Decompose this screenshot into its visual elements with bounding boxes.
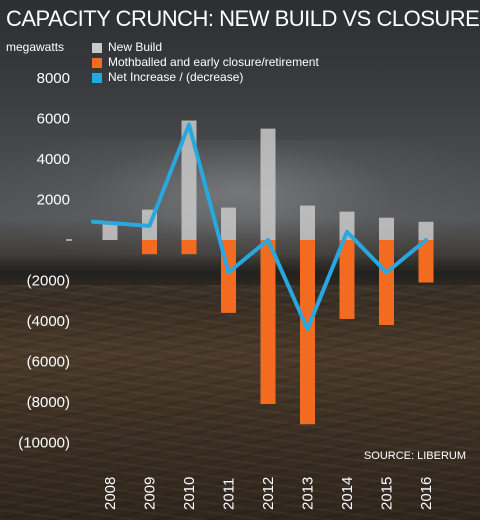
x-tick-label: 2012 [260, 477, 277, 510]
bar-new-build [260, 128, 276, 240]
bar-new-build [102, 221, 118, 240]
y-tick-label: 6000 [37, 111, 70, 128]
bar-closure [379, 240, 394, 326]
legend-label-net: Net Increase / (decrease) [108, 70, 244, 84]
bar-closure [418, 240, 434, 283]
x-tick-label: 2009 [142, 477, 159, 510]
y-tick-label: (2000) [27, 273, 70, 290]
net-increase-line [91, 122, 428, 332]
legend-swatch-net [92, 72, 102, 83]
legend-item-closures: Mothballed and early closure/retirement [92, 55, 319, 70]
x-tick-label: 2013 [300, 477, 317, 510]
x-tick-label: 2010 [181, 477, 198, 510]
bar-new-build [300, 205, 315, 240]
bar-new-build [181, 120, 197, 240]
legend-item-new-build: New Build [92, 40, 319, 55]
y-tick-label: 4000 [37, 151, 70, 168]
legend-swatch-new-build [92, 42, 102, 53]
chart-title: CAPACITY CRUNCH: NEW BUILD VS CLOSURES [6, 6, 480, 31]
bar-closure [300, 240, 315, 425]
bar-closure [142, 240, 157, 255]
x-tick-label: 2011 [221, 478, 238, 510]
background-sky [0, 140, 480, 270]
bar-closure [260, 240, 276, 405]
legend-label-closures: Mothballed and early closure/retirement [108, 55, 319, 69]
x-tick-label: 2015 [379, 477, 396, 510]
y-tick-label: 8000 [37, 70, 70, 87]
bar-closure [339, 240, 355, 319]
x-tick-label: 2016 [418, 477, 435, 510]
legend-item-net: Net Increase / (decrease) [92, 70, 319, 85]
y-axis-unit-label: megawatts [6, 40, 65, 54]
source-note: SOURCE: LIBERUM [363, 450, 466, 462]
background-ground [0, 285, 480, 520]
legend: New Build Mothballed and early closure/r… [92, 40, 319, 85]
legend-label-new-build: New Build [108, 40, 163, 54]
x-tick-label: 2014 [339, 477, 356, 510]
bar-closure [181, 240, 197, 255]
legend-swatch-closures [92, 57, 102, 68]
y-tick-label: 2000 [37, 192, 70, 209]
bar-new-build [221, 207, 236, 240]
y-tick-label: (8000) [27, 394, 70, 411]
y-tick-label: (10000) [18, 435, 70, 452]
bar-new-build [418, 221, 434, 240]
bar-new-build [379, 217, 394, 240]
y-tick-label: (4000) [27, 313, 70, 330]
y-tick-label: (6000) [27, 354, 70, 371]
x-tick-label: 2008 [102, 477, 119, 510]
